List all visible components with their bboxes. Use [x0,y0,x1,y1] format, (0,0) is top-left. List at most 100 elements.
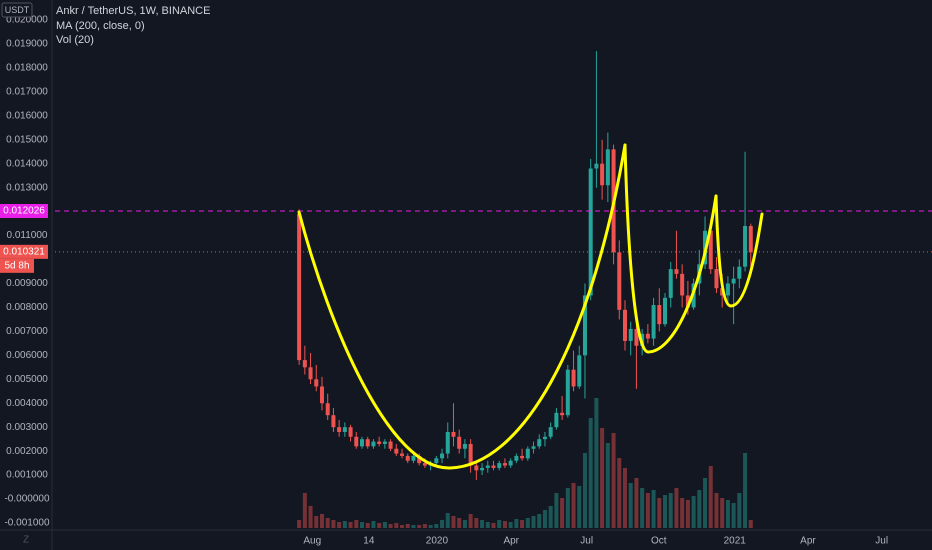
indicator-label: MA (200, close, 0) [56,20,145,32]
candle-body [588,168,593,296]
candle-body [400,453,405,456]
volume-bar [514,519,519,528]
x-tick-label: Jul [875,536,888,547]
candle-body [331,415,336,428]
candle-body [560,412,565,416]
chart-title: Ankr / TetherUS, 1W, BINANCE [56,5,210,17]
volume-bar [685,500,690,528]
candle-body [582,295,587,356]
candle-body [628,328,633,341]
candle-body [422,463,427,466]
volume-bar [508,522,513,528]
y-tick-label: 0.001000 [6,470,48,481]
candle-body [337,427,342,432]
volume-pane [297,398,753,528]
y-tick-label: 0.011000 [7,230,48,241]
volume-bar [542,510,547,528]
candle-body [451,431,456,437]
indicator-label: Vol (20) [56,34,94,46]
price-labels: 0.012026 0.010321 5d 8h [0,203,48,273]
y-tick-label: 0.020000 [6,15,48,26]
price-lines [55,210,932,253]
candle-body [748,225,753,253]
candle-body [743,225,748,267]
handle-curve [623,143,718,354]
second-handle-curve [714,194,764,308]
volume-bar [302,493,307,528]
y-axis: 0.020000 0.019000 0.018000 0.017000 0.016000… [4,15,49,529]
volume-bar [382,522,387,528]
candle-body [634,328,639,346]
drawn-curves [297,143,764,470]
volume-bar [554,493,559,528]
volume-bar [663,495,668,528]
candle-body [342,427,347,432]
volume-bar [703,478,708,528]
volume-bar [411,525,416,528]
x-tick-label: 14 [363,536,375,547]
candle-body [411,455,416,461]
volume-bar [605,443,610,528]
volume-bar [394,523,399,528]
candle-body [382,441,387,444]
volume-bar [537,514,542,528]
candle-body [668,269,673,298]
volume-bar [377,523,382,528]
volume-bar [668,493,673,528]
candle-body [457,436,462,449]
volume-bar [457,518,462,528]
y-tick-label: 0.007000 [6,326,48,337]
volume-bar [622,468,627,528]
volume-bar [640,488,645,528]
volume-bar [634,478,639,528]
volume-bar [485,522,490,528]
candle-body [497,463,502,468]
volume-bar [371,521,376,528]
volume-bar [611,433,616,528]
candle-body [520,455,525,459]
y-tick-label: -0.000000 [4,494,49,505]
volume-bar [708,466,713,528]
candle-body [314,379,319,387]
zoom-icon[interactable]: Z [23,535,29,546]
volume-bar [319,514,324,528]
volume-bar [400,525,405,528]
candle-body [371,441,376,447]
candle-body [434,458,439,464]
currency-box[interactable] [1,2,33,18]
volume-bar [480,520,485,528]
y-tick-label: 0.002000 [6,446,48,457]
volume-bar [354,520,359,528]
volume-bar [743,453,748,528]
volume-bar [571,483,576,528]
candle-body [663,297,668,325]
volume-bar [445,513,450,528]
volume-bar [588,418,593,528]
volume-bar [594,398,599,528]
volume-bar [428,525,433,528]
y-tick-label: -0.001000 [4,518,49,529]
candle-body [514,455,519,461]
y-tick-label: 0.014000 [6,158,48,169]
candle-body [600,163,605,186]
volume-bar [565,488,570,528]
candle-body [491,465,496,468]
y-tick-label: 0.008000 [6,302,48,313]
candle-body [680,273,685,296]
candle-body [651,305,656,339]
volume-bar [491,523,496,528]
candle-body [708,230,713,270]
candle-body [308,367,313,380]
volume-bar [314,516,319,528]
volume-bar [748,520,753,528]
volume-bar [674,488,679,528]
y-tick-label: 0.018000 [6,63,48,74]
volume-bar [451,516,456,528]
candle-body [685,295,690,308]
volume-bar [657,498,662,528]
volume-bar [502,521,507,528]
volume-bar [697,490,702,528]
volume-bar [617,458,622,528]
y-tick-label: 0.017000 [6,86,48,97]
